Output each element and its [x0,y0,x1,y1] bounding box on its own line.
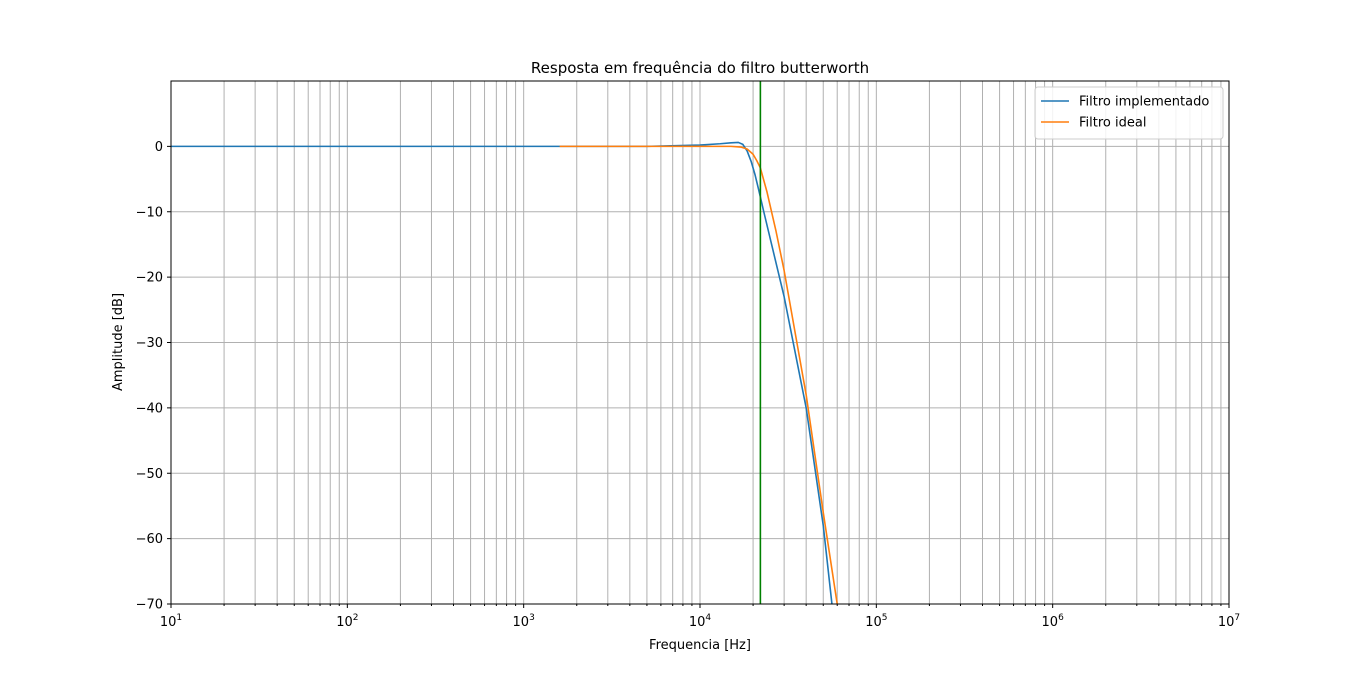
legend: Filtro implementado Filtro ideal [1034,86,1224,140]
x-tick-label: 103 [513,613,535,630]
y-tick-label: −30 [136,336,163,351]
legend-box [1034,86,1224,140]
x-tick-label: 107 [1218,613,1240,630]
legend-label: Filtro implementado [1079,95,1209,110]
x-tick-label: 102 [336,613,358,630]
y-tick-label: −50 [136,467,163,482]
x-tick-label: 106 [1042,613,1065,630]
y-tick-label: −70 [136,598,163,613]
y-tick-label: −40 [136,401,163,416]
y-tick-label: −20 [136,271,163,286]
y-axis-label: Amplitude [dB] [111,293,126,391]
plot-area [171,81,839,604]
legend-label: Filtro ideal [1079,116,1146,131]
series-line-2 [559,145,839,604]
x-tick-label: 105 [865,613,887,630]
x-tick-label: 101 [160,613,182,630]
y-tick-label: 0 [155,140,163,155]
chart-title: Resposta em frequência do filtro butterw… [531,59,869,77]
x-axis-label: Frequencia [Hz] [649,638,751,653]
y-tick-label: −10 [136,205,163,220]
y-tick-label: −60 [136,532,163,547]
x-tick-label: 104 [689,613,712,630]
grid [170,81,1229,605]
